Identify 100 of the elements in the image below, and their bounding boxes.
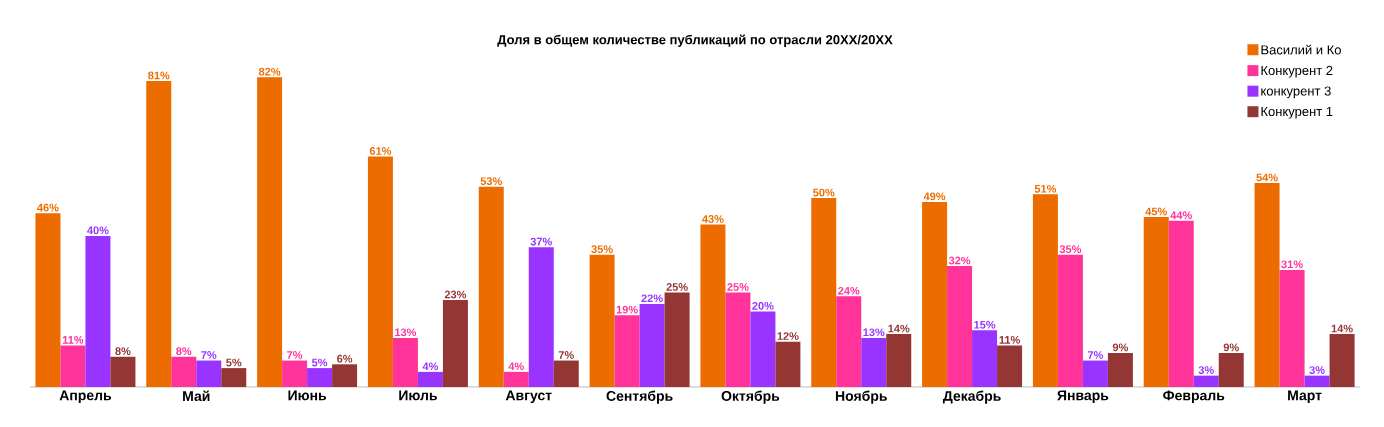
data-label: 8% bbox=[115, 347, 131, 356]
x-tick-label: Март bbox=[1288, 390, 1322, 404]
data-label: 25% bbox=[727, 283, 749, 291]
x-tick-label: Ноябрь bbox=[835, 390, 887, 404]
bar bbox=[282, 360, 308, 387]
data-label: 5% bbox=[311, 358, 328, 367]
bar bbox=[886, 334, 912, 387]
data-label: 40% bbox=[87, 226, 109, 235]
data-label: 53% bbox=[480, 177, 502, 186]
bar bbox=[1057, 254, 1083, 387]
x-tick-label: Июль bbox=[399, 390, 437, 401]
bar bbox=[553, 360, 579, 387]
x-tick-label: Июнь bbox=[288, 390, 327, 401]
bar bbox=[750, 311, 776, 387]
data-label: 31% bbox=[1281, 260, 1303, 269]
data-label: 81% bbox=[148, 71, 170, 80]
bar bbox=[110, 356, 136, 387]
data-label: 9% bbox=[1223, 343, 1239, 352]
data-label: 51% bbox=[1034, 184, 1057, 193]
data-label: 61% bbox=[369, 147, 392, 155]
bar bbox=[589, 254, 615, 387]
bar bbox=[922, 201, 948, 387]
data-label: 23% bbox=[444, 290, 467, 299]
data-label: 35% bbox=[1059, 245, 1082, 254]
data-label: 13% bbox=[395, 328, 417, 337]
bar bbox=[171, 356, 197, 387]
data-label: 11% bbox=[62, 336, 84, 344]
bar bbox=[775, 341, 801, 387]
bar bbox=[35, 213, 61, 387]
data-label: 7% bbox=[287, 351, 303, 359]
bar bbox=[614, 315, 640, 387]
bar bbox=[1329, 334, 1355, 387]
bar bbox=[664, 292, 690, 387]
data-label: 4% bbox=[508, 362, 524, 371]
data-label: 7% bbox=[201, 351, 217, 359]
chart-title: Доля в общем количестве публикаций по отрасли 20XX/20XX bbox=[497, 34, 893, 47]
data-label: 19% bbox=[616, 305, 638, 314]
bar bbox=[392, 337, 418, 387]
x-tick-label: Январь bbox=[1057, 390, 1109, 404]
bar bbox=[478, 186, 504, 387]
x-tick-label: Февраль bbox=[1163, 390, 1225, 404]
data-label: 9% bbox=[1112, 343, 1129, 352]
data-label: 82% bbox=[258, 67, 281, 76]
bar bbox=[1032, 194, 1058, 387]
data-label: 43% bbox=[702, 215, 724, 223]
data-label: 20% bbox=[752, 301, 774, 310]
bar bbox=[639, 303, 665, 387]
legend-label: Василий и Ко bbox=[1261, 44, 1341, 55]
bar bbox=[221, 368, 247, 387]
legend-label: конкурент 3 bbox=[1261, 86, 1331, 99]
bar bbox=[1304, 375, 1330, 387]
data-label: 35% bbox=[591, 245, 613, 254]
bar bbox=[257, 77, 283, 387]
bar bbox=[836, 296, 862, 387]
bar bbox=[146, 81, 172, 387]
bar bbox=[307, 368, 333, 387]
bar bbox=[1218, 352, 1244, 387]
data-label: 7% bbox=[558, 351, 574, 359]
bar bbox=[947, 266, 973, 387]
data-label: 54% bbox=[1256, 173, 1278, 182]
data-label: 4% bbox=[422, 362, 439, 371]
bar bbox=[1193, 375, 1219, 387]
bar bbox=[1168, 220, 1194, 387]
data-label: 37% bbox=[530, 237, 552, 246]
data-label: 6% bbox=[337, 354, 353, 363]
data-label: 44% bbox=[1170, 211, 1192, 220]
data-label: 15% bbox=[974, 320, 996, 329]
bar bbox=[332, 364, 358, 387]
bar bbox=[60, 345, 86, 387]
bar bbox=[1107, 352, 1133, 387]
bar bbox=[367, 156, 393, 387]
bar bbox=[417, 371, 443, 387]
data-label: 14% bbox=[1331, 324, 1353, 333]
x-tick-label: Декабрь bbox=[942, 390, 1001, 404]
bar bbox=[1279, 269, 1305, 387]
data-label: 7% bbox=[1087, 351, 1104, 359]
data-label: 25% bbox=[666, 283, 688, 291]
data-label: 3% bbox=[1198, 366, 1214, 374]
bar bbox=[1082, 360, 1108, 387]
data-label: 22% bbox=[641, 294, 663, 303]
x-tick-label: Октябрь bbox=[721, 390, 780, 404]
data-label: 12% bbox=[777, 332, 799, 340]
data-label: 46% bbox=[37, 203, 59, 212]
data-label: 45% bbox=[1145, 207, 1167, 216]
bar bbox=[442, 300, 468, 387]
bar bbox=[725, 292, 751, 387]
data-label: 13% bbox=[863, 328, 885, 337]
bar bbox=[85, 235, 111, 387]
data-label: 49% bbox=[923, 192, 946, 201]
data-label: 32% bbox=[948, 256, 971, 265]
data-label: 14% bbox=[888, 324, 910, 333]
bar bbox=[503, 371, 529, 387]
bar bbox=[811, 198, 837, 387]
bar bbox=[997, 345, 1023, 387]
x-tick-label: Май bbox=[183, 390, 210, 402]
bar bbox=[972, 330, 998, 387]
bar bbox=[528, 247, 554, 387]
data-label: 24% bbox=[838, 286, 860, 295]
x-tick-label: Сентябрь bbox=[606, 390, 673, 404]
bar bbox=[700, 224, 726, 387]
